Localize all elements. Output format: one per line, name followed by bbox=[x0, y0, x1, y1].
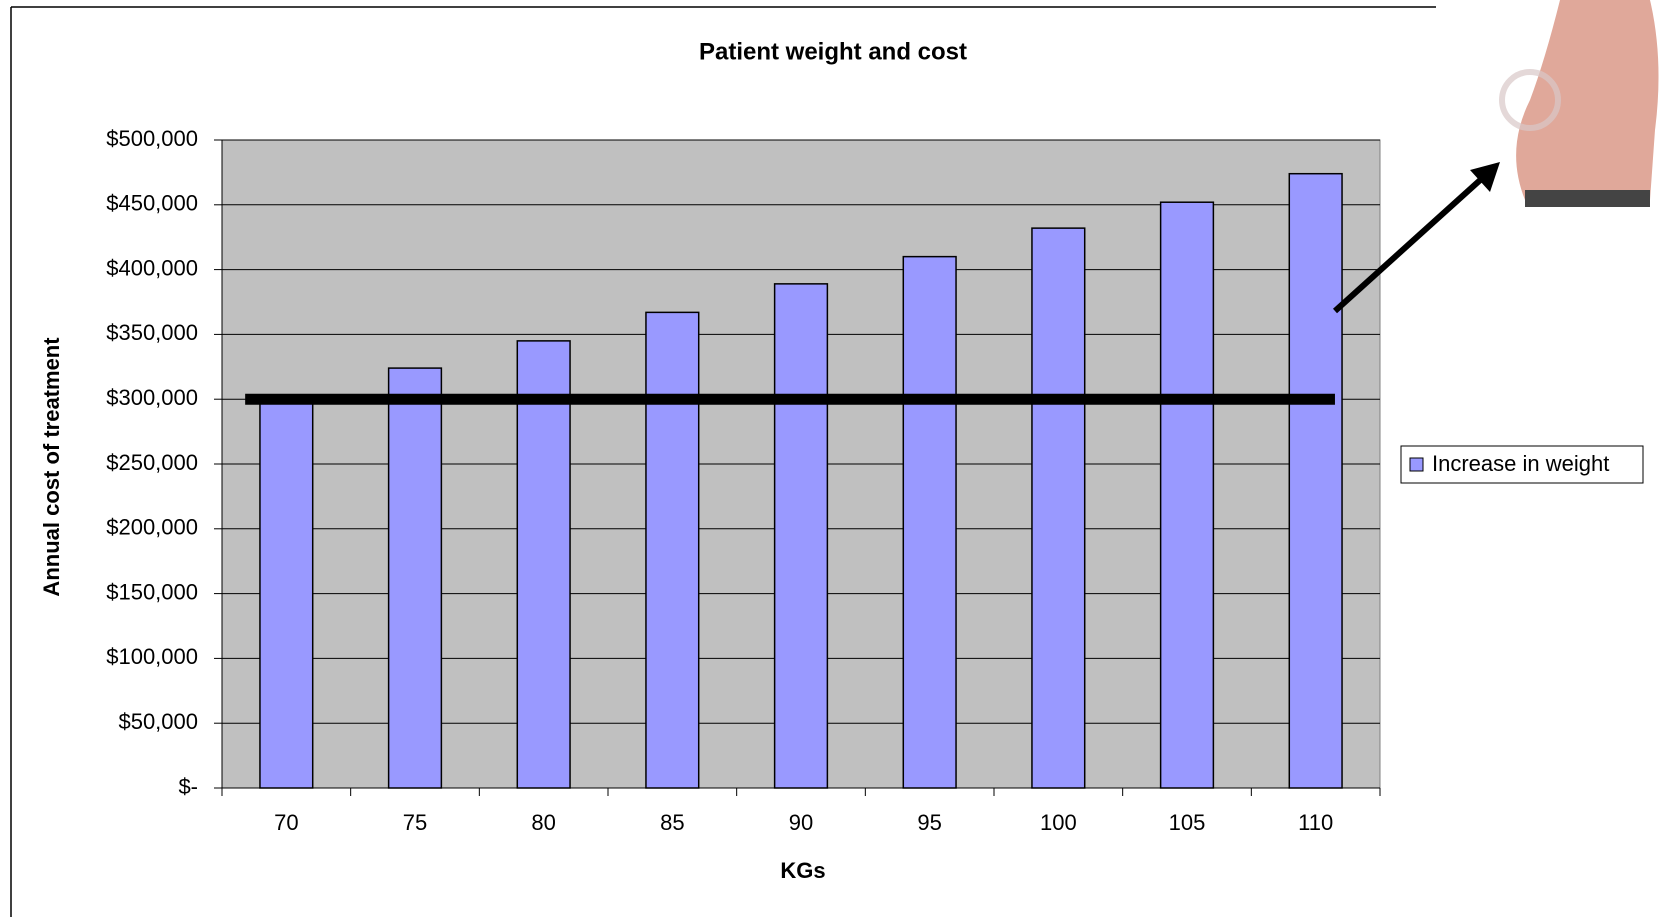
bar bbox=[1031, 227, 1086, 789]
photo bbox=[1499, 0, 1659, 207]
bar bbox=[1159, 201, 1215, 789]
y-tick-label: $450,000 bbox=[106, 191, 198, 216]
bar bbox=[773, 283, 829, 789]
x-tick-label: 70 bbox=[274, 810, 298, 835]
arrow-head bbox=[1470, 162, 1500, 192]
legend-box bbox=[1400, 445, 1644, 484]
y-axis-label: Annual cost of treatment bbox=[39, 337, 64, 597]
bar bbox=[902, 255, 957, 789]
y-tick-label: $- bbox=[178, 774, 198, 799]
bar bbox=[387, 367, 443, 789]
legend-swatch bbox=[1409, 457, 1424, 472]
x-tick-label: 75 bbox=[403, 810, 427, 835]
x-tick-label: 90 bbox=[789, 810, 813, 835]
bar bbox=[645, 311, 700, 789]
y-tick-label: $500,000 bbox=[106, 126, 198, 151]
y-tick-label: $100,000 bbox=[106, 644, 198, 669]
x-tick-label: 85 bbox=[660, 810, 684, 835]
y-tick-label: $350,000 bbox=[106, 320, 198, 345]
y-tick-label: $50,000 bbox=[118, 709, 198, 734]
legend-label: Increase in weight bbox=[1432, 451, 1609, 476]
x-tick-label: 105 bbox=[1169, 810, 1206, 835]
y-tick-label: $250,000 bbox=[106, 450, 198, 475]
chart-title: Patient weight and cost bbox=[699, 38, 967, 65]
x-tick-label: 110 bbox=[1298, 810, 1333, 835]
y-tick-label: $150,000 bbox=[106, 579, 198, 604]
y-tick-label: $300,000 bbox=[106, 385, 198, 410]
arrow bbox=[1332, 170, 1491, 314]
x-axis-label: KGs bbox=[780, 858, 825, 883]
x-tick-label: 95 bbox=[917, 810, 941, 835]
bar bbox=[1288, 172, 1343, 789]
bar bbox=[259, 395, 314, 789]
bar bbox=[516, 340, 571, 789]
y-tick-label: $200,000 bbox=[106, 515, 198, 540]
x-tick-label: 100 bbox=[1040, 810, 1077, 835]
y-tick-label: $400,000 bbox=[106, 255, 198, 280]
x-tick-label: 80 bbox=[531, 810, 555, 835]
